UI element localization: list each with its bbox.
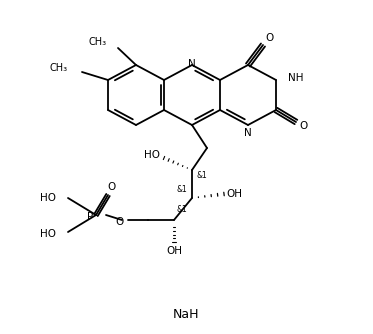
Text: N: N: [188, 59, 196, 69]
Text: O: O: [116, 217, 124, 227]
Text: OH: OH: [226, 189, 242, 199]
Text: P: P: [87, 212, 93, 222]
Text: HO: HO: [144, 150, 160, 160]
Text: HO: HO: [40, 193, 56, 203]
Text: CH₃: CH₃: [89, 37, 107, 47]
Text: N: N: [244, 128, 252, 138]
Text: &1: &1: [177, 185, 187, 194]
Text: OH: OH: [166, 246, 182, 256]
Text: O: O: [299, 121, 307, 131]
Text: O: O: [266, 33, 274, 43]
Text: &1: &1: [197, 171, 207, 180]
Text: &1: &1: [177, 205, 187, 214]
Text: O: O: [108, 182, 116, 192]
Text: NH: NH: [288, 73, 304, 83]
Text: CH₃: CH₃: [50, 63, 68, 73]
Text: NaH: NaH: [173, 309, 199, 322]
Text: HO: HO: [40, 229, 56, 239]
